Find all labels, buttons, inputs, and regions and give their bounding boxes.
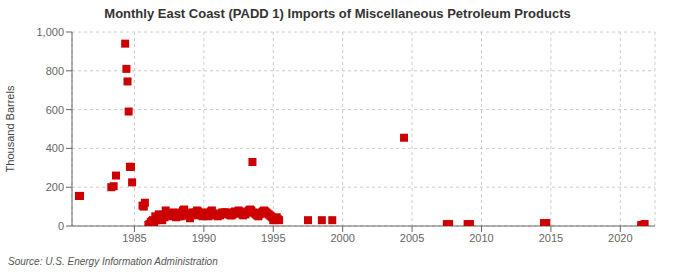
svg-text:600: 600: [46, 104, 64, 116]
svg-text:1985: 1985: [122, 232, 146, 244]
svg-text:Thousand Barrels: Thousand Barrels: [8, 85, 16, 172]
svg-text:2020: 2020: [608, 232, 632, 244]
html-text:Source: U.S. Energy Informatio: Source: U.S. Energy Information Administ…: [8, 256, 218, 267]
svg-text:1995: 1995: [261, 232, 285, 244]
svg-text:2010: 2010: [469, 232, 493, 244]
svg-text:1990: 1990: [192, 232, 216, 244]
svg-text:400: 400: [46, 142, 64, 154]
svg-text:2005: 2005: [400, 232, 424, 244]
svg-text:2000: 2000: [330, 232, 354, 244]
svg-text:800: 800: [46, 65, 64, 77]
svg-text:200: 200: [46, 181, 64, 193]
svg-text:1,000: 1,000: [36, 26, 64, 38]
svg-text:2015: 2015: [539, 232, 563, 244]
svg-text:0: 0: [58, 220, 64, 232]
html-text:Monthly East Coast (PADD 1) Im: Monthly East Coast (PADD 1) Imports of M…: [104, 6, 571, 21]
